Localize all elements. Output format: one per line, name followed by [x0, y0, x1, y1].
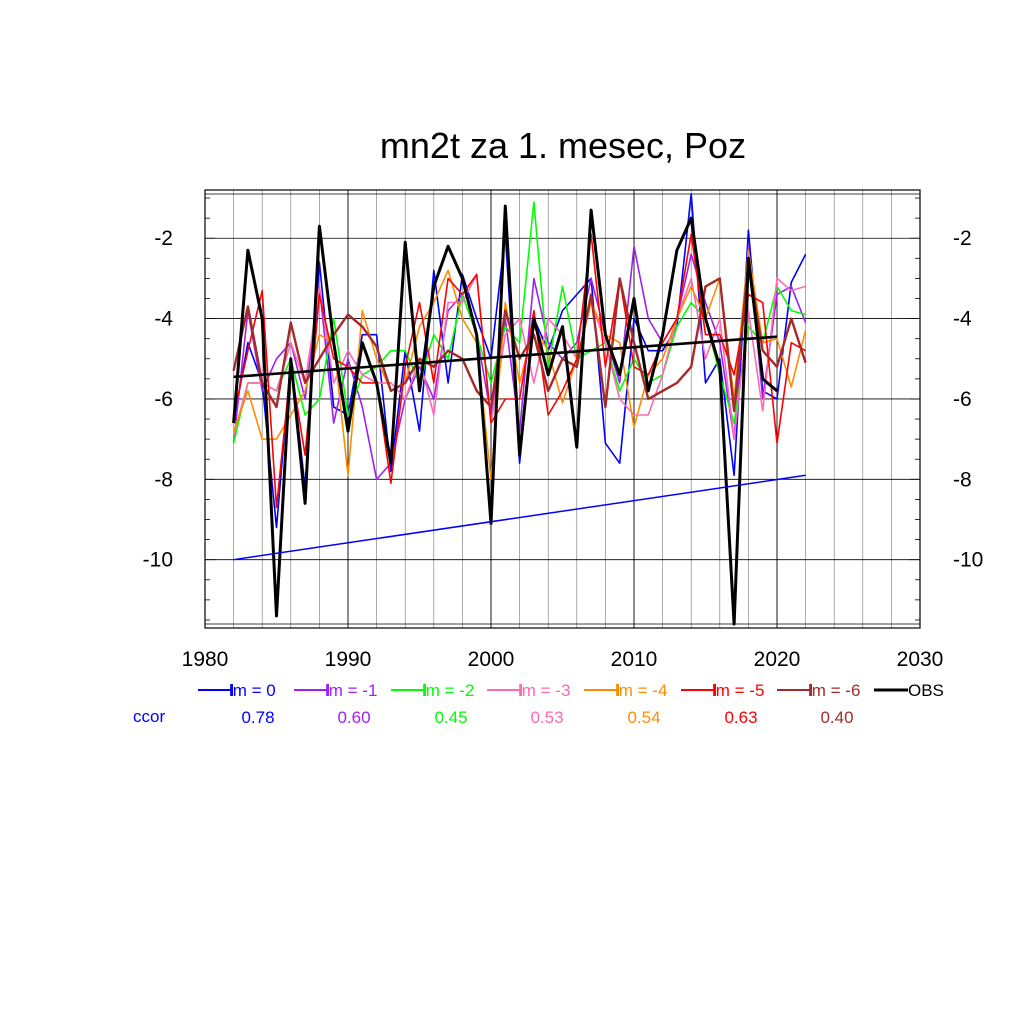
y-tick-label-right: -4: [953, 308, 972, 331]
legend-label-5: lm = -5: [712, 681, 764, 700]
y-tick-label-right: -10: [953, 549, 983, 572]
ccor-value-2: 0.45: [434, 708, 467, 727]
x-tick-label: 2010: [611, 648, 658, 671]
plot-frame: [204, 189, 921, 629]
trend-lines: [233, 335, 806, 561]
series-lines: [232, 193, 807, 626]
y-tick-label-right: -8: [953, 468, 972, 491]
legend-label-7: OBS: [908, 681, 944, 700]
legend: lm = 0 0.78 lm = -1 0.60 lm = -2 0.45 lm = -3 0…: [133, 681, 944, 727]
series-line-7: [232, 204, 778, 626]
x-tick-label: 2030: [897, 648, 944, 671]
legend-label-1: lm = -1: [325, 681, 377, 700]
y-tick-label: -2: [154, 227, 173, 250]
ccor-label: ccor: [133, 707, 165, 726]
x-tick-label: 2000: [468, 648, 515, 671]
grid: [205, 190, 920, 628]
legend-label-6: lm = -6: [808, 681, 860, 700]
series-line-0: [232, 193, 807, 529]
trend-line-1: [233, 474, 806, 561]
chart-title: mn2t za 1. mesec, Poz: [380, 125, 746, 166]
x-tick-label: 1980: [182, 648, 229, 671]
y-tick-label: -6: [154, 388, 173, 411]
trend-line-0: [233, 335, 778, 379]
y-tick-label: -10: [143, 549, 173, 572]
y-tick-label: -8: [154, 468, 173, 491]
ccor-value-3: 0.53: [530, 708, 563, 727]
ccor-value-0: 0.78: [241, 708, 274, 727]
ccor-value-6: 0.40: [820, 708, 853, 727]
series-line-6: [232, 261, 807, 413]
axis-ticks: -2 -2 -4 -4 -6 -6 -8 -8 -10 -10 1980 1990 2000 2010 20…: [143, 197, 983, 671]
legend-label-0: lm = 0: [229, 681, 276, 700]
ccor-value-1: 0.60: [337, 708, 370, 727]
ccor-value-4: 0.54: [627, 708, 660, 727]
x-tick-label: 2020: [754, 648, 801, 671]
x-tick-label: 1990: [325, 648, 372, 671]
legend-label-3: lm = -3: [518, 681, 570, 700]
ccor-value-5: 0.63: [724, 708, 757, 727]
series-line-3: [232, 273, 806, 440]
legend-label-2: lm = -2: [422, 681, 474, 700]
y-tick-label: -4: [154, 308, 173, 331]
legend-label-4: lm = -4: [615, 681, 667, 700]
y-tick-label-right: -2: [953, 227, 972, 250]
y-tick-label-right: -6: [953, 388, 972, 411]
